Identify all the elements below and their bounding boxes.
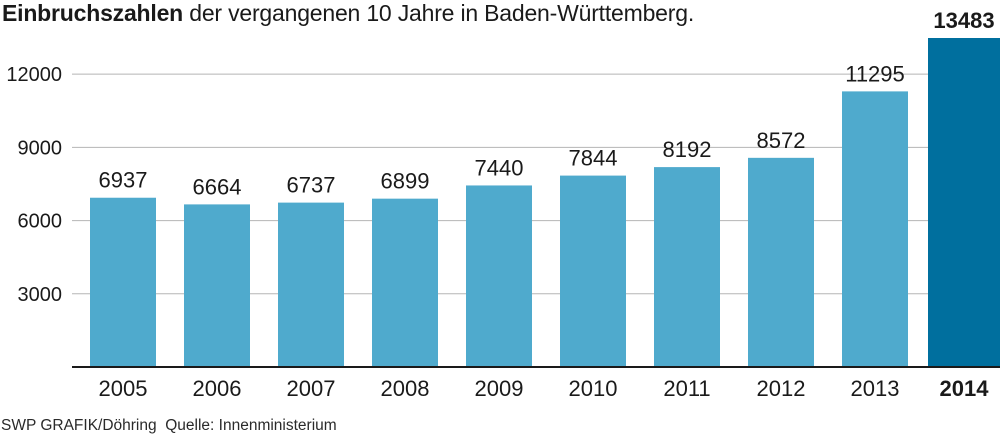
x-tick-label-2013: 2013 [851, 376, 900, 401]
x-axis-ticks: 2005 2006 2007 2008 2009 2010 2011 2012 2013 2014 [99, 376, 990, 401]
bar-2014 [928, 38, 1000, 367]
y-tick-label: 3000 [18, 284, 63, 306]
bar-2006 [184, 204, 250, 367]
x-tick-label-2005: 2005 [99, 376, 148, 401]
y-tick-label: 9000 [18, 137, 63, 159]
data-labels: 6937 6664 6737 6899 7440 7844 8192 8572 11295 134… [99, 8, 995, 199]
bar-2008 [372, 198, 438, 367]
data-label-2010: 7844 [569, 146, 618, 171]
data-label-2011: 8192 [663, 137, 712, 162]
chart-title: Einbruchszahlen der vergangenen 10 Jahre… [2, 0, 694, 27]
data-label-2007: 6737 [287, 173, 336, 198]
bar-2012 [748, 157, 814, 367]
bar-2011 [654, 167, 720, 367]
chart-title-bold: Einbruchszahlen [2, 0, 184, 26]
data-label-2006: 6664 [193, 174, 242, 199]
data-label-2014: 13483 [933, 8, 994, 33]
data-label-2005: 6937 [99, 168, 148, 193]
footer: SWP GRAFIK/Döhring Quelle: Innenminister… [1, 416, 337, 436]
bars [90, 38, 1000, 368]
x-tick-label-2012: 2012 [757, 376, 806, 401]
bar-2010 [560, 175, 626, 367]
x-tick-label-2011: 2011 [663, 376, 710, 401]
footer-source: Quelle: Innenministerium [165, 417, 337, 434]
x-tick-label-2006: 2006 [193, 376, 242, 401]
y-tick-label: 12000 [6, 64, 62, 86]
x-tick-label-2010: 2010 [569, 376, 618, 401]
bar-2007 [278, 202, 344, 367]
data-label-2009: 7440 [475, 155, 524, 180]
footer-credit: SWP GRAFIK/Döhring [1, 417, 157, 434]
data-label-2013: 11295 [845, 61, 905, 86]
data-label-2008: 6899 [381, 169, 430, 194]
x-tick-label-2008: 2008 [381, 376, 430, 401]
x-tick-label-2014: 2014 [940, 376, 990, 401]
bar-2009 [466, 185, 532, 367]
y-axis-ticks: 3000 6000 9000 12000 [6, 64, 62, 306]
chart-title-rest: der vergangenen 10 Jahre in Baden-Württe… [183, 0, 695, 26]
bar-2005 [90, 197, 156, 367]
bar-2013 [842, 91, 908, 368]
y-tick-label: 6000 [18, 211, 63, 233]
x-tick-label-2009: 2009 [475, 376, 524, 401]
data-label-2012: 8572 [757, 128, 806, 153]
x-tick-label-2007: 2007 [287, 376, 336, 401]
